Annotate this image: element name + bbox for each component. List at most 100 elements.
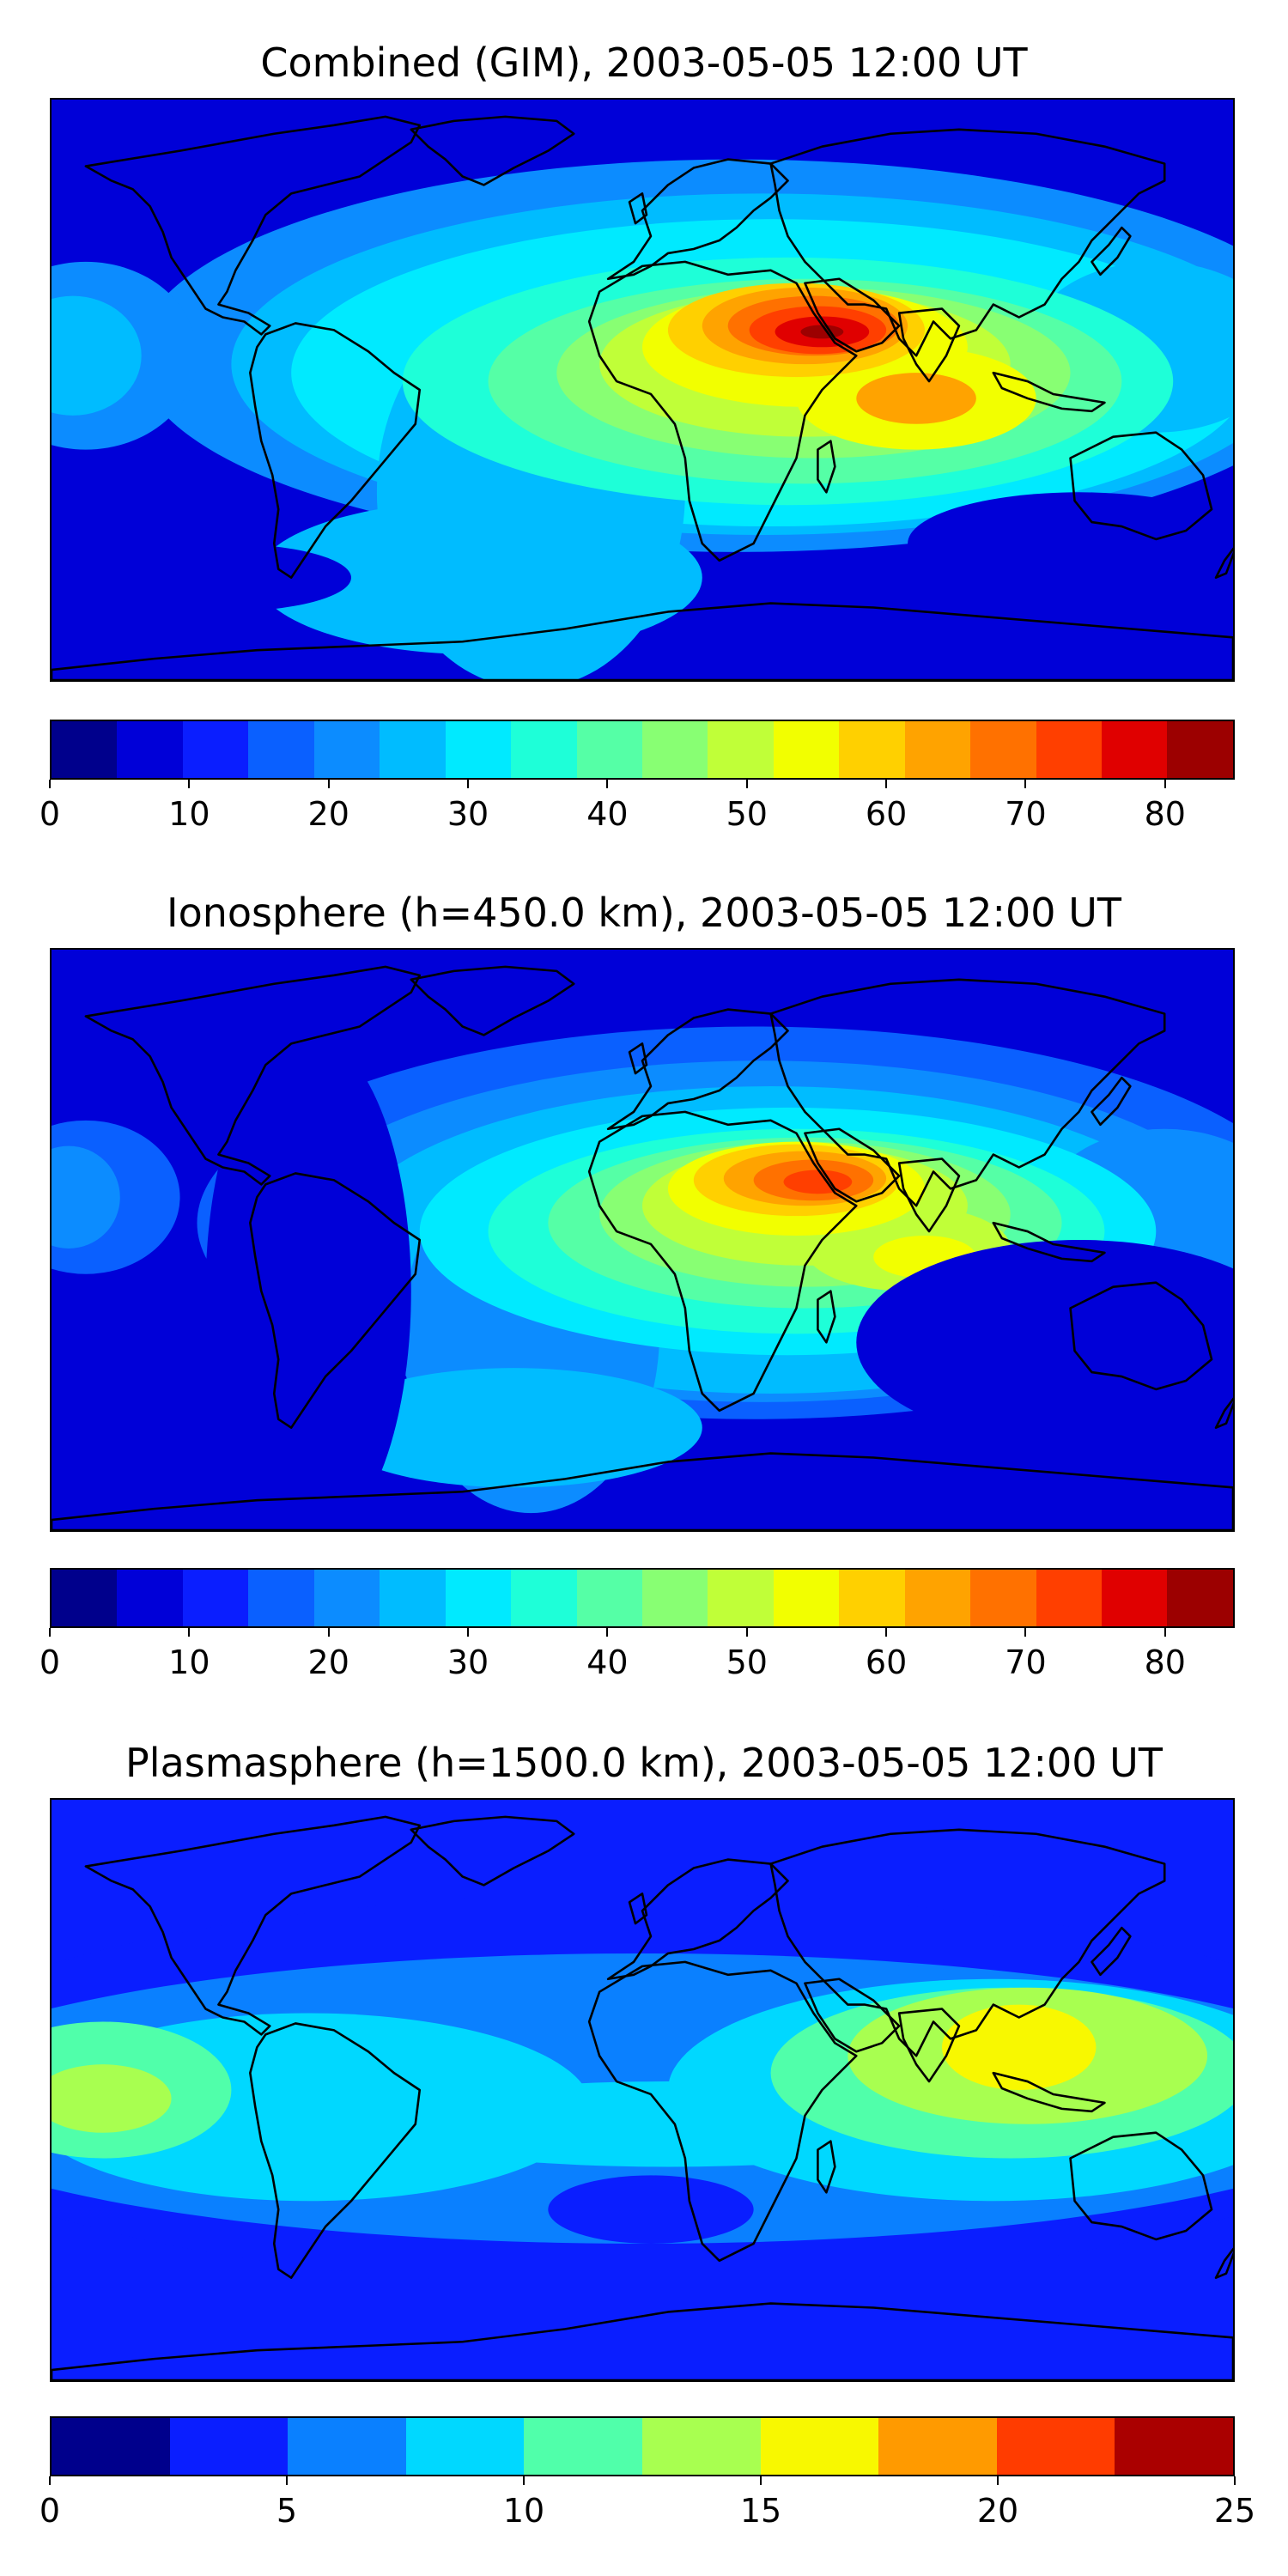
coastline: [410, 1815, 575, 1886]
panel-1-colorbar-ticks: 0 10 20 30 40 50 60 70 80: [39, 780, 1235, 833]
colorbar-tick-label: 60: [865, 1643, 908, 1681]
colorbar-segment: [445, 721, 512, 778]
coastline: [897, 2008, 961, 2083]
coastline: [804, 277, 901, 353]
coastline: [769, 1828, 1166, 2057]
contour-region: [800, 325, 844, 339]
contour-region: [52, 2064, 172, 2133]
panel-3-map-svg: [52, 1800, 1233, 2380]
colorbar-segment: [839, 721, 905, 778]
panel-3-title: Plasmasphere (h=1500.0 km), 2003-05-05 1…: [125, 1740, 1163, 1786]
colorbar-tick-label: 80: [1144, 1643, 1186, 1681]
coastline: [84, 115, 422, 336]
coastline: [1069, 2131, 1213, 2241]
colorbar-segment: [169, 2418, 289, 2475]
colorbar-tick-label: 40: [586, 795, 629, 833]
colorbar-segment: [380, 721, 446, 778]
colorbar-segment: [1102, 721, 1168, 778]
colorbar-segment: [1167, 1570, 1233, 1626]
coastline: [587, 260, 858, 562]
coastline: [1214, 2247, 1233, 2279]
colorbar-tick-label: 15: [739, 2492, 782, 2530]
coastline: [587, 1110, 858, 1413]
colorbar-segment: [52, 1570, 118, 1626]
colorbar-tick-label: 70: [1005, 795, 1047, 833]
coastline: [992, 1221, 1106, 1263]
colorbar-tick: [1163, 1628, 1166, 1637]
colorbar-tick-label: 20: [976, 2492, 1019, 2530]
coastline: [897, 1157, 961, 1233]
contour-region: [548, 2175, 754, 2244]
contour-region: [52, 295, 142, 416]
colorbar-segment: [52, 721, 118, 778]
colorbar-tick: [1024, 780, 1027, 788]
coastline: [587, 1960, 858, 2263]
colorbar-tick-label: 0: [39, 2492, 61, 2530]
colorbar-tick-label: 60: [865, 795, 908, 833]
coastline: [606, 1858, 789, 1981]
colorbar-tick: [745, 780, 748, 788]
colorbar-segment: [248, 721, 314, 778]
coastline: [628, 1893, 648, 1925]
coastline: [606, 1008, 789, 1131]
colorbar-segment: [641, 1570, 708, 1626]
coastline: [52, 602, 1233, 680]
coastline: [992, 2071, 1106, 2113]
colorbar-tick-label: 10: [168, 1643, 210, 1681]
colorbar-segment: [1036, 1570, 1102, 1626]
colorbar-segment: [904, 1570, 971, 1626]
colorbar-tick-label: 50: [726, 795, 768, 833]
colorbar-tick: [523, 2476, 525, 2485]
colorbar-segment: [117, 721, 183, 778]
colorbar-tick-label: 10: [502, 2492, 545, 2530]
coastline: [1214, 1397, 1233, 1429]
colorbar-segment: [1167, 721, 1233, 778]
colorbar-segment: [182, 1570, 249, 1626]
colorbar-segment: [1102, 1570, 1168, 1626]
colorbar-segment: [313, 1570, 380, 1626]
panel-2-title: Ionosphere (h=450.0 km), 2003-05-05 12:0…: [167, 890, 1121, 936]
colorbar-segment: [1036, 721, 1102, 778]
colorbar-segment: [773, 721, 840, 778]
panel-1-colorbar: [50, 720, 1235, 780]
colorbar-tick: [1024, 1628, 1027, 1637]
coastline: [84, 1815, 422, 2036]
colorbar-segment: [708, 1570, 774, 1626]
panel-3-colorbar: [50, 2416, 1235, 2476]
colorbar-tick: [49, 780, 51, 788]
colorbar-tick: [997, 2476, 999, 2485]
colorbar-segment: [313, 721, 380, 778]
coastline: [1091, 1076, 1132, 1127]
colorbar-tick-label: 70: [1005, 1643, 1047, 1681]
coastline: [1091, 226, 1132, 276]
colorbar-segment: [288, 2418, 406, 2475]
colorbar-segment: [970, 721, 1036, 778]
panel-3-map: [50, 1798, 1235, 2382]
coastline: [992, 371, 1106, 413]
contour-region: [52, 1427, 377, 1530]
colorbar-segment: [405, 2418, 525, 2475]
colorbar-tick-label: 5: [276, 2492, 298, 2530]
colorbar-segment: [996, 2418, 1115, 2475]
colorbar-segment: [182, 721, 249, 778]
coastline: [1214, 547, 1233, 579]
colorbar-segment: [445, 1570, 512, 1626]
colorbar-segment: [511, 1570, 577, 1626]
colorbar-segment: [524, 2418, 642, 2475]
contour-region: [941, 2004, 1097, 2090]
coastline: [769, 128, 1166, 357]
colorbar-segment: [904, 721, 971, 778]
contour-region: [856, 1240, 1233, 1445]
contour-region: [325, 1368, 702, 1488]
coastline: [410, 965, 575, 1036]
coastline: [628, 192, 648, 225]
colorbar-tick-label: 40: [586, 1643, 629, 1681]
colorbar-segment: [970, 1570, 1036, 1626]
colorbar-tick: [745, 1628, 748, 1637]
colorbar-tick-label: 30: [447, 1643, 489, 1681]
colorbar-tick-label: 30: [447, 795, 489, 833]
coastline: [817, 2140, 836, 2194]
coastline: [817, 440, 836, 494]
coastline: [897, 307, 961, 383]
coastline: [804, 1127, 901, 1203]
